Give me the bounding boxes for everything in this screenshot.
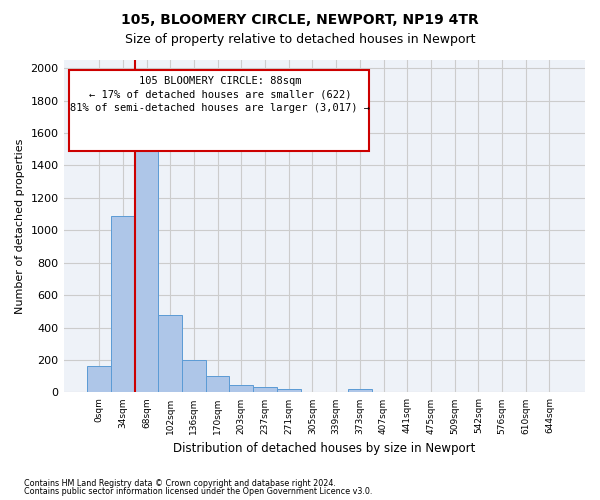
Bar bbox=[111, 216, 134, 392]
FancyBboxPatch shape bbox=[69, 70, 368, 152]
Bar bbox=[158, 314, 182, 392]
Text: Contains public sector information licensed under the Open Government Licence v3: Contains public sector information licen… bbox=[24, 487, 373, 496]
Bar bbox=[206, 376, 229, 392]
X-axis label: Distribution of detached houses by size in Newport: Distribution of detached houses by size … bbox=[173, 442, 475, 455]
Bar bbox=[277, 389, 301, 392]
Bar bbox=[134, 129, 158, 392]
Text: Size of property relative to detached houses in Newport: Size of property relative to detached ho… bbox=[125, 32, 475, 46]
Bar bbox=[229, 385, 253, 392]
Text: 105 BLOOMERY CIRCLE: 88sqm: 105 BLOOMERY CIRCLE: 88sqm bbox=[139, 76, 301, 86]
Text: 81% of semi-detached houses are larger (3,017) →: 81% of semi-detached houses are larger (… bbox=[70, 102, 370, 113]
Y-axis label: Number of detached properties: Number of detached properties bbox=[15, 138, 25, 314]
Bar bbox=[348, 389, 371, 392]
Text: ← 17% of detached houses are smaller (622): ← 17% of detached houses are smaller (62… bbox=[89, 90, 351, 100]
Bar bbox=[87, 366, 111, 392]
Bar bbox=[182, 360, 206, 392]
Text: 105, BLOOMERY CIRCLE, NEWPORT, NP19 4TR: 105, BLOOMERY CIRCLE, NEWPORT, NP19 4TR bbox=[121, 12, 479, 26]
Bar bbox=[253, 387, 277, 392]
Text: Contains HM Land Registry data © Crown copyright and database right 2024.: Contains HM Land Registry data © Crown c… bbox=[24, 478, 336, 488]
